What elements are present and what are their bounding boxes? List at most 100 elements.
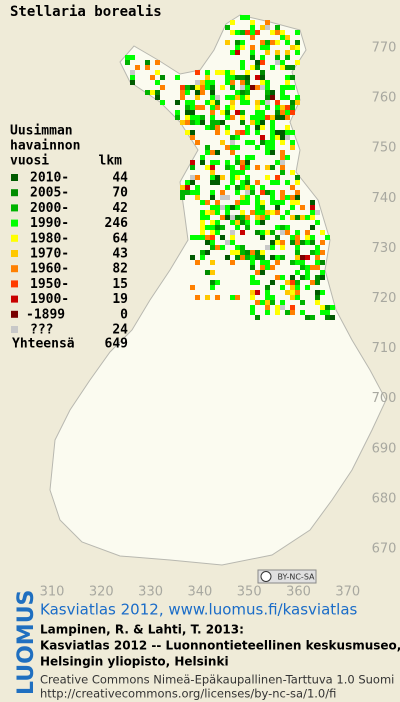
observation-square <box>200 80 205 85</box>
observation-square <box>195 105 200 110</box>
observation-square <box>320 260 325 265</box>
observation-square <box>225 40 230 45</box>
observation-square <box>240 30 245 35</box>
observation-square <box>290 280 295 285</box>
observation-square <box>180 190 185 195</box>
observation-square <box>310 315 315 320</box>
observation-square <box>300 265 305 270</box>
observation-square <box>210 280 215 285</box>
legend-count: 246 <box>105 216 129 231</box>
observation-square <box>260 200 265 205</box>
observation-square <box>270 30 275 35</box>
observation-square <box>210 115 215 120</box>
observation-square <box>215 95 220 100</box>
observation-square <box>190 105 195 110</box>
observation-square <box>270 135 275 140</box>
observation-square <box>220 70 225 75</box>
license-url[interactable]: http://creativecommons.org/licenses/by-n… <box>40 687 336 701</box>
observation-square <box>285 155 290 160</box>
observation-square <box>225 195 230 200</box>
observation-square <box>145 90 150 95</box>
observation-square <box>280 35 285 40</box>
observation-square <box>260 70 265 75</box>
observation-square <box>285 210 290 215</box>
license-text: Creative Commons Nimeä-Epäkaupallinen-Ta… <box>40 673 394 687</box>
observation-square <box>220 225 225 230</box>
observation-square <box>260 125 265 130</box>
observation-square <box>275 30 280 35</box>
atlas-link[interactable]: Kasviatlas 2012, www.luomus.fi/kasviatla… <box>40 601 358 619</box>
observation-square <box>225 105 230 110</box>
observation-square <box>260 80 265 85</box>
observation-square <box>205 295 210 300</box>
observation-square <box>260 60 265 65</box>
observation-square <box>310 280 315 285</box>
observation-square <box>250 30 255 35</box>
logo: LUOMUS <box>14 590 39 695</box>
observation-square <box>245 175 250 180</box>
observation-square <box>280 150 285 155</box>
observation-square <box>275 60 280 65</box>
observation-square <box>285 80 290 85</box>
observation-square <box>245 85 250 90</box>
observation-square <box>265 260 270 265</box>
observation-square <box>315 275 320 280</box>
observation-square <box>230 95 235 100</box>
observation-square <box>205 70 210 75</box>
observation-square <box>255 100 260 105</box>
observation-square <box>200 200 205 205</box>
observation-square <box>285 95 290 100</box>
observation-square <box>270 130 275 135</box>
observation-square <box>270 150 275 155</box>
observation-square <box>240 15 245 20</box>
observation-square <box>235 175 240 180</box>
observation-square <box>265 115 270 120</box>
observation-square <box>250 120 255 125</box>
observation-square <box>305 265 310 270</box>
observation-square <box>245 100 250 105</box>
observation-square <box>315 250 320 255</box>
observation-square <box>295 240 300 245</box>
observation-square <box>210 160 215 165</box>
observation-square <box>250 260 255 265</box>
observation-square <box>285 85 290 90</box>
observation-square <box>145 60 150 65</box>
observation-square <box>240 100 245 105</box>
observation-square <box>235 130 240 135</box>
observation-square <box>260 210 265 215</box>
observation-square <box>130 80 135 85</box>
observation-square <box>185 190 190 195</box>
observation-square <box>205 270 210 275</box>
observation-square <box>225 205 230 210</box>
observation-square <box>235 75 240 80</box>
observation-square <box>245 195 250 200</box>
observation-square <box>220 110 225 115</box>
observation-square <box>200 90 205 95</box>
observation-square <box>205 100 210 105</box>
y-grid-label: 690 <box>372 441 397 456</box>
observation-square <box>265 305 270 310</box>
observation-square <box>220 120 225 125</box>
observation-square <box>310 265 315 270</box>
legend-label: 1960- <box>30 262 69 277</box>
observation-square <box>240 80 245 85</box>
observation-square <box>150 90 155 95</box>
observation-square <box>235 245 240 250</box>
observation-square <box>200 220 205 225</box>
observation-square <box>245 165 250 170</box>
observation-square <box>265 95 270 100</box>
observation-square <box>280 245 285 250</box>
observation-square <box>190 235 195 240</box>
observation-square <box>290 85 295 90</box>
observation-square <box>270 245 275 250</box>
observation-square <box>280 105 285 110</box>
observation-square <box>195 95 200 100</box>
observation-square <box>215 230 220 235</box>
observation-square <box>255 220 260 225</box>
observation-square <box>320 270 325 275</box>
observation-square <box>255 145 260 150</box>
observation-square <box>270 180 275 185</box>
observation-square <box>285 40 290 45</box>
observation-square <box>210 110 215 115</box>
observation-square <box>235 295 240 300</box>
